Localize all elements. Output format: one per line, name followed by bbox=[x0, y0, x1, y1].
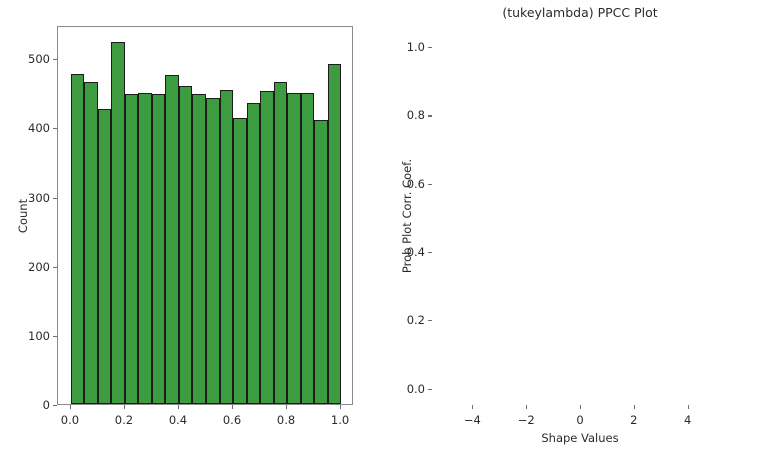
histogram-x-tick-label: 0.4 bbox=[168, 413, 188, 427]
histogram-bar bbox=[273, 82, 288, 404]
histogram-bar bbox=[233, 118, 247, 404]
ppcc-x-tick-mark bbox=[580, 405, 582, 409]
histogram-bar bbox=[97, 108, 112, 404]
histogram-x-tick-label: 0.2 bbox=[114, 413, 134, 427]
histogram-x-tick-mark bbox=[69, 405, 71, 409]
histogram-y-tick-label: 300 bbox=[28, 190, 50, 205]
ppcc-x-tick-mark bbox=[526, 405, 528, 409]
histogram-y-tick-label: 500 bbox=[28, 52, 50, 67]
ppcc-y-tick-mark bbox=[428, 183, 432, 185]
histogram-x-tick-mark bbox=[232, 405, 234, 409]
histogram-y-tick-label: 0 bbox=[42, 398, 50, 412]
ppcc-y-tick-label: 0.4 bbox=[406, 245, 425, 260]
ppcc-y-tick-mark bbox=[428, 115, 432, 117]
histogram-y-tick-label: 100 bbox=[28, 328, 50, 343]
histogram-bar bbox=[165, 74, 179, 404]
histogram-x-tick-mark bbox=[286, 405, 288, 409]
ppcc-y-tick-mark bbox=[428, 388, 432, 390]
ppcc-x-tick-label: 0 bbox=[576, 413, 584, 427]
ppcc-y-axis-label: Prob Plot Corr. Coef. bbox=[400, 158, 414, 273]
histogram-bar bbox=[206, 97, 220, 404]
ppcc-x-tick-label: −4 bbox=[463, 413, 481, 427]
histogram-y-tick-mark bbox=[53, 59, 57, 61]
histogram-bar bbox=[138, 92, 152, 404]
histogram-bar bbox=[300, 92, 315, 404]
ppcc-x-tick-mark bbox=[472, 405, 474, 409]
histogram-y-axis-label: Count bbox=[16, 198, 30, 233]
histogram-bar bbox=[327, 64, 342, 404]
histogram-y-tick-label: 400 bbox=[28, 121, 50, 136]
histogram-bar bbox=[84, 81, 98, 404]
histogram-bar bbox=[111, 42, 125, 404]
histogram-panel: 0 100 200 300 400 500 0.0 0.2 0.4 0.6 0.8 1.0 Coun… bbox=[16, 26, 353, 427]
ppcc-y-tick-mark bbox=[428, 320, 432, 322]
histogram-y-tick-mark bbox=[53, 128, 57, 130]
ppcc-x-tick-label: 4 bbox=[683, 413, 692, 427]
histogram-bar bbox=[260, 91, 274, 404]
ppcc-y-tick-label: 0.2 bbox=[406, 313, 425, 328]
histogram-y-tick-mark bbox=[53, 405, 57, 407]
histogram-x-tick-label: 0.8 bbox=[276, 413, 296, 427]
ppcc-panel: (tukeylambda) PPCC Plot 0.0 0.2 0.4 0.6 0.8 1… bbox=[384, 0, 768, 461]
histogram-bar bbox=[219, 90, 233, 404]
ppcc-y-tick-label: 1.0 bbox=[406, 40, 425, 55]
histogram-y-tick-mark bbox=[53, 335, 57, 337]
histogram-bar bbox=[314, 119, 328, 404]
histogram-bars bbox=[58, 27, 352, 404]
histogram-bar bbox=[151, 94, 166, 404]
histogram-bar bbox=[124, 94, 139, 404]
ppcc-y-tick-mark bbox=[428, 252, 432, 254]
histogram-x-tick-mark bbox=[177, 405, 180, 409]
histogram-y-tick-mark bbox=[53, 197, 57, 199]
histogram-y-tick-label: 200 bbox=[28, 259, 50, 274]
histogram-y-tick-mark bbox=[53, 266, 57, 268]
ppcc-x-tick-mark bbox=[633, 405, 635, 409]
ppcc-x-tick-label: 2 bbox=[630, 413, 638, 427]
histogram-bar bbox=[246, 103, 261, 404]
histogram-x-tick-label: 0.6 bbox=[222, 413, 242, 427]
histogram-x-tick-mark bbox=[123, 405, 126, 409]
histogram-x-tick-label: 1.0 bbox=[330, 413, 350, 427]
ppcc-y-tick-label: 0.6 bbox=[406, 176, 425, 191]
ppcc-y-tick-label: 0.8 bbox=[406, 108, 425, 123]
ppcc-y-tick-label: 0.0 bbox=[406, 381, 425, 396]
histogram-bar bbox=[192, 94, 206, 404]
ppcc-y-tick-mark bbox=[428, 47, 432, 49]
histogram-bar bbox=[287, 92, 301, 404]
histogram-bar bbox=[70, 74, 85, 404]
histogram-x-tick-label: 0.0 bbox=[60, 413, 80, 427]
histogram-x-tick-mark bbox=[340, 405, 342, 409]
ppcc-x-tick-mark bbox=[687, 405, 689, 409]
ppcc-plot-title: (tukeylambda) PPCC Plot bbox=[502, 5, 658, 20]
histogram-bar bbox=[178, 85, 193, 404]
ppcc-x-tick-label: −2 bbox=[517, 413, 535, 427]
ppcc-x-axis-label: Shape Values bbox=[541, 431, 619, 445]
histogram-axes bbox=[57, 26, 353, 405]
